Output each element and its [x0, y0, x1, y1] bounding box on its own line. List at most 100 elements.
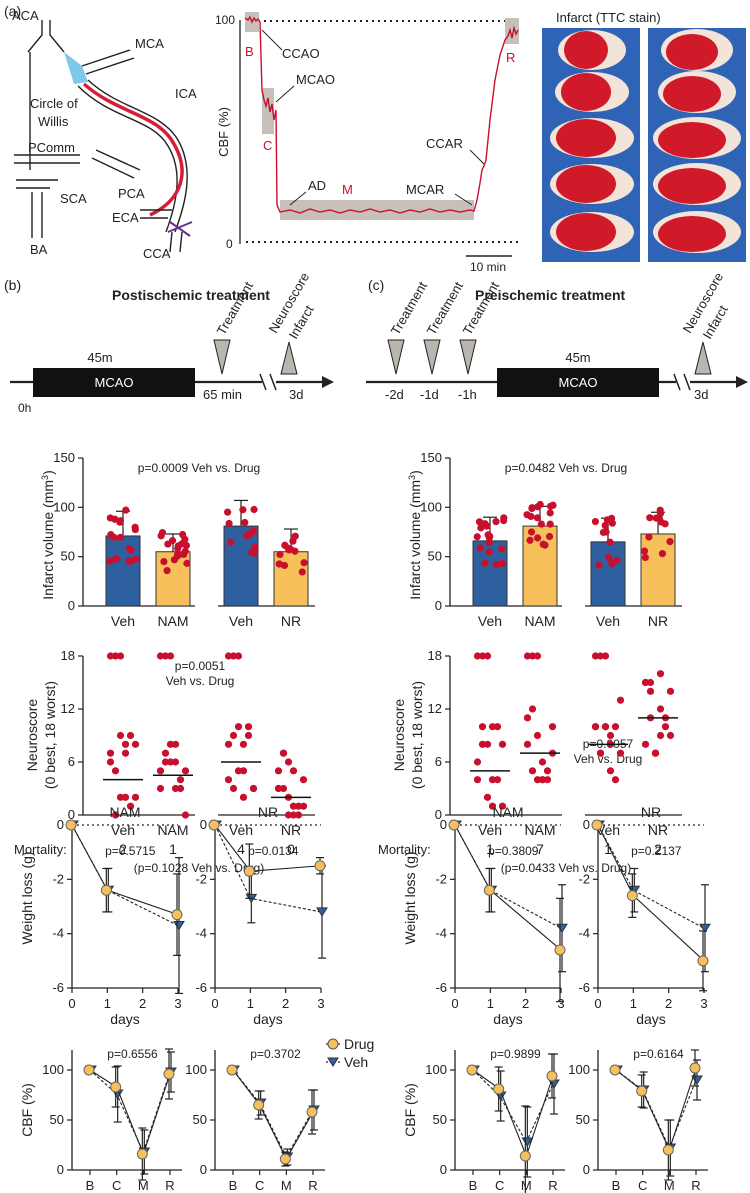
data-point	[666, 731, 675, 740]
marker-drug	[208, 819, 220, 831]
data-point	[180, 550, 188, 559]
data-point	[168, 537, 177, 545]
x-axis-title: days	[493, 1011, 523, 1027]
data-point	[473, 758, 482, 766]
data-point	[481, 559, 489, 567]
data-point	[121, 740, 130, 748]
chart-title: NR	[258, 804, 278, 820]
y-tick-label: 0	[200, 817, 207, 832]
y-tick-label: 50	[50, 1112, 64, 1127]
marker-drug	[136, 1148, 148, 1160]
y-tick-label: 0	[440, 817, 447, 832]
x-tick-label: 0	[594, 996, 601, 1011]
data-point	[478, 740, 487, 748]
x-tick-label: M	[138, 1178, 149, 1193]
x-label-0: Veh	[478, 822, 502, 838]
y-tick-label: -6	[195, 980, 207, 995]
chart-title: NR	[641, 804, 661, 820]
data-point	[661, 723, 670, 731]
vessel-diagram	[14, 20, 193, 253]
data-point	[528, 767, 537, 775]
data-point	[483, 522, 491, 530]
neuroscore-marker-c	[694, 341, 712, 375]
data-point	[596, 749, 605, 757]
data-point	[641, 678, 650, 687]
chart-c_cbf_nam: 0 50 100 B C M Rp=0.9899	[425, 1047, 565, 1193]
y-tick-label: 12	[428, 701, 442, 716]
label-mca: MCA	[135, 36, 164, 51]
data-point	[476, 544, 484, 552]
data-point	[606, 731, 615, 740]
chart-title: NAM	[492, 804, 523, 820]
y-tick-label: -4	[195, 926, 207, 941]
bar-2	[590, 541, 626, 607]
data-point	[176, 784, 185, 793]
marker-drug	[243, 865, 255, 877]
x-tick-label: C	[638, 1178, 647, 1193]
y-tick-label: 0	[68, 807, 75, 822]
marker-drug	[609, 1064, 621, 1076]
data-point	[111, 652, 120, 660]
data-point	[131, 793, 140, 801]
data-point	[166, 740, 175, 748]
series-line-drug	[89, 1069, 171, 1156]
timeline-b-start: 0h	[18, 401, 31, 415]
marker-drug	[493, 1083, 505, 1095]
treatment-marker-c3	[459, 339, 477, 375]
data-point	[602, 528, 610, 536]
y-tick-label: 0	[435, 598, 442, 613]
data-point	[234, 652, 243, 660]
x-label-2: Veh	[229, 822, 253, 838]
data-point	[523, 714, 532, 722]
p-value: p=0.6556	[107, 1047, 158, 1061]
y-tick-label: 100	[53, 499, 75, 514]
x-label-3: NR	[281, 822, 301, 838]
y-tick-label: 50	[433, 1112, 447, 1127]
x-label-3: NR	[648, 613, 668, 629]
data-point	[111, 515, 119, 523]
x-tick-label: R	[548, 1178, 557, 1193]
weight-ylabel-c: Weight loss (g)	[402, 851, 418, 944]
panel-c-title: Preischemic treatment	[475, 287, 626, 303]
data-point	[591, 517, 600, 526]
y-tick-label: 0	[200, 1162, 207, 1177]
marker-drug	[626, 890, 638, 902]
series-line-veh	[71, 824, 179, 927]
series-line-drug	[232, 1069, 314, 1161]
x-tick-label: 0	[68, 996, 75, 1011]
data-point	[605, 553, 613, 562]
x-label-2: Veh	[596, 613, 620, 629]
data-point	[280, 561, 289, 570]
timeline-b-delay: 65 min	[203, 387, 242, 402]
p-value: p=0.3702	[250, 1047, 301, 1061]
data-point	[156, 767, 165, 775]
legend-veh: Veh	[344, 1054, 368, 1070]
data-point	[500, 514, 508, 522]
y-tick-label: 100	[42, 1062, 64, 1077]
data-point	[181, 767, 190, 775]
x-tick-label: M	[521, 1178, 532, 1193]
data-point	[646, 678, 655, 687]
data-point	[166, 652, 175, 660]
mortality-1: 1	[169, 841, 177, 857]
x-tick-label: B	[229, 1178, 238, 1193]
data-point	[171, 740, 180, 748]
marker-drug	[546, 1070, 558, 1082]
data-point	[106, 758, 115, 766]
data-point	[611, 776, 620, 784]
data-point	[225, 519, 233, 528]
data-point	[475, 518, 484, 526]
p-value: p=0.5715	[105, 844, 156, 858]
data-point	[485, 539, 493, 547]
data-point	[527, 528, 536, 536]
marker-drug	[519, 1150, 531, 1162]
infarct-ylabel-b: Infarct volume (mm3)	[40, 470, 56, 600]
legend: Drug Veh	[326, 1036, 374, 1070]
x-tick-label: 3	[317, 996, 324, 1011]
p-value: p=0.6164	[633, 1047, 684, 1061]
timeline-c-time-1h: -1h	[458, 387, 477, 402]
data-point	[274, 784, 283, 793]
x-tick-label: B	[612, 1178, 621, 1193]
mortality-label-c: Mortality:	[378, 842, 431, 857]
data-point	[484, 531, 492, 539]
